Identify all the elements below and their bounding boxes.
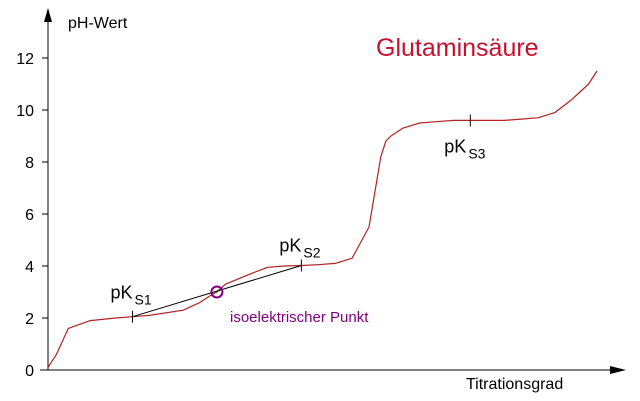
- chart-title: Glutaminsäure: [376, 34, 539, 62]
- isoelectric-point-label: isoelektrischer Punkt: [230, 309, 369, 326]
- pk-label: pK S1: [110, 283, 151, 308]
- y-axis-arrow: [44, 8, 52, 22]
- x-axis-arrow: [610, 366, 626, 374]
- y-tick-label: 10: [16, 103, 34, 120]
- pk-label: pK S2: [279, 235, 320, 260]
- y-tick-label: 12: [16, 51, 34, 68]
- pk-label: pK S3: [444, 136, 485, 161]
- y-tick-label: 8: [25, 155, 34, 172]
- annotations: pK S1 pK S2 pK S3: [110, 114, 486, 323]
- y-ticks: 0 2 4 6 8 10 12: [16, 51, 48, 380]
- y-tick-label: 0: [25, 363, 34, 380]
- pk-connector-line: [132, 265, 302, 318]
- y-tick-label: 2: [25, 311, 34, 328]
- titration-curve-group: [47, 70, 598, 368]
- isoelectric-point-marker: [210, 285, 224, 299]
- y-axis-label: pH-Wert: [68, 15, 128, 32]
- axes: [40, 8, 626, 374]
- y-tick-label: 4: [25, 259, 34, 276]
- titration-curve: [47, 70, 598, 368]
- x-axis-label: Titrationsgrad: [466, 376, 563, 393]
- y-tick-label: 6: [25, 207, 34, 224]
